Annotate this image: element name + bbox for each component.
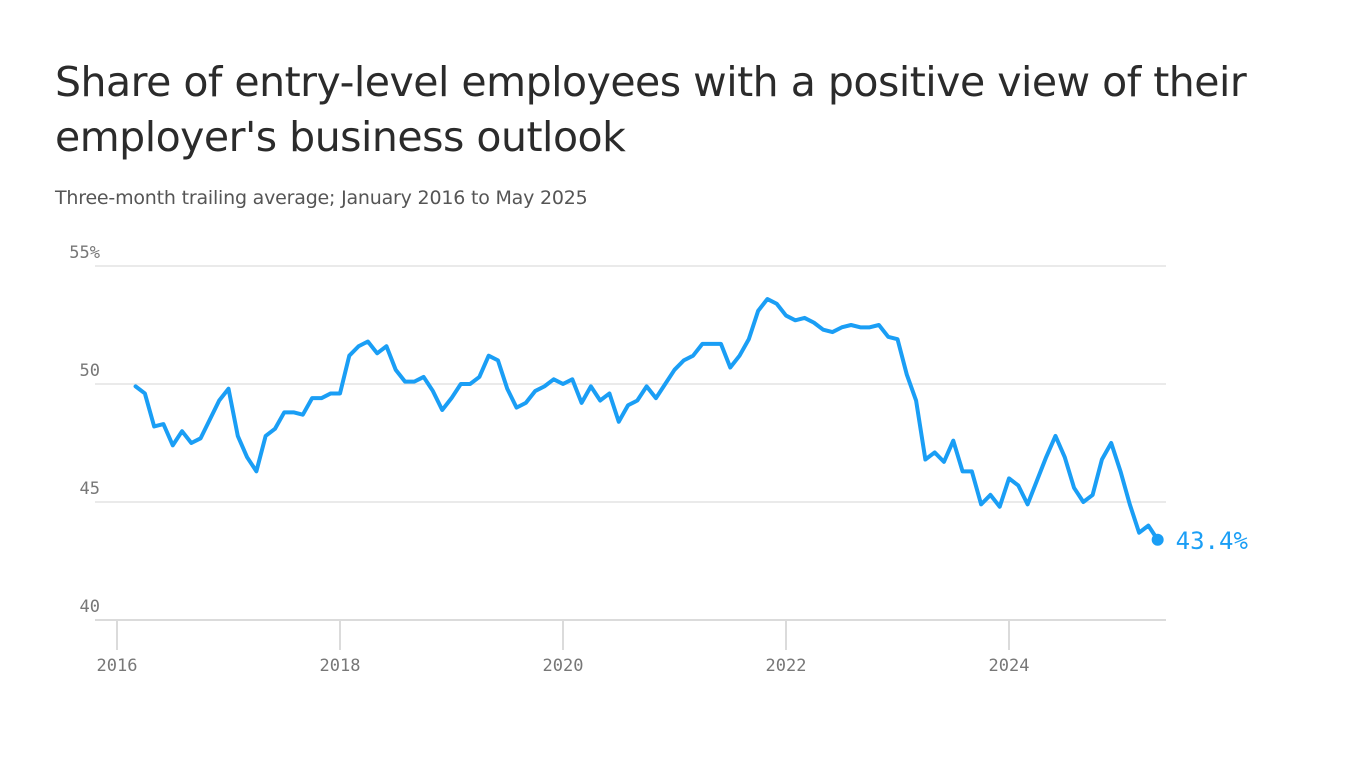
y-tick-label: 55% bbox=[69, 243, 100, 263]
x-tick-label: 2016 bbox=[97, 656, 138, 676]
chart-subtitle: Three-month trailing average; January 20… bbox=[55, 187, 588, 209]
series-line bbox=[133, 297, 1160, 542]
chart-title: Share of entry-level employees with a po… bbox=[55, 58, 1247, 161]
y-tick-label: 45 bbox=[80, 479, 100, 499]
y-tick-label: 50 bbox=[80, 361, 100, 381]
end-value-label: 43.4% bbox=[1176, 527, 1249, 555]
x-tick-label: 2022 bbox=[766, 656, 807, 676]
y-tick-label: 40 bbox=[80, 597, 100, 617]
x-tick-label: 2020 bbox=[543, 656, 584, 676]
end-point-marker bbox=[1151, 533, 1164, 546]
x-tick-label: 2018 bbox=[320, 656, 361, 676]
x-tick-label: 2024 bbox=[989, 656, 1030, 676]
